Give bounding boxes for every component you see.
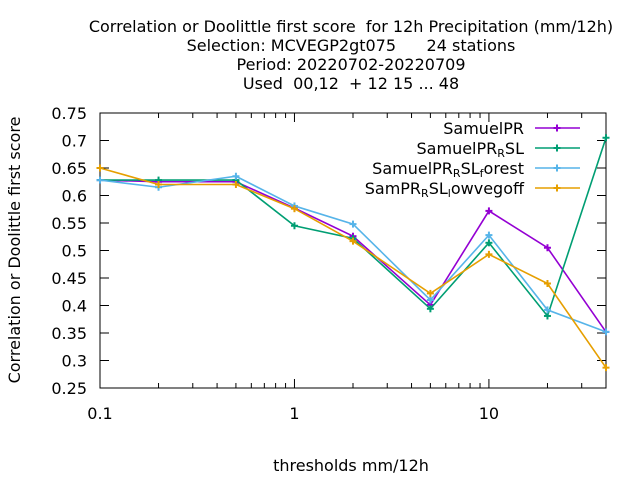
legend-label-text: SL <box>461 159 480 178</box>
legend-label: SamPRRSLlowvegoff <box>365 179 525 200</box>
legend-label-subscript: R <box>453 167 461 180</box>
y-tick-label: 0.25 <box>51 379 87 398</box>
legend-label-text: SL <box>505 139 524 158</box>
series-1 <box>96 176 610 336</box>
legend-label: SamuelPR <box>443 119 524 138</box>
legend-label-text: SamPR <box>365 179 421 198</box>
series-line <box>99 179 607 333</box>
y-tick-label: 0.45 <box>51 269 87 288</box>
y-tick-label: 0.5 <box>62 242 87 261</box>
chart-title: Correlation or Doolittle first score for… <box>89 17 613 93</box>
legend-label: SamuelPRRSL <box>417 139 525 160</box>
y-tick-label: 0.4 <box>62 297 87 316</box>
legend-label-subscript: f <box>480 167 485 180</box>
legend-label-text: SamuelPR <box>372 159 453 178</box>
y-tick-label: 0.7 <box>62 132 87 151</box>
y-tick-label: 0.55 <box>51 214 87 233</box>
chart-title-line: Selection: MCVEGP2gt075 24 stations <box>187 36 516 55</box>
y-tick-label: 0.35 <box>51 324 87 343</box>
x-tick-label: 1 <box>289 404 299 423</box>
chart-title-line: Period: 20220702-20220709 <box>236 55 465 74</box>
legend-label-text: owvegoff <box>451 179 525 198</box>
data-series <box>96 134 610 372</box>
chart-title-line: Correlation or Doolittle first score for… <box>89 17 613 36</box>
legend-label-subscript: R <box>497 147 505 160</box>
legend-label-subscript: R <box>421 187 429 200</box>
legend-label-text: SamuelPR <box>417 139 498 158</box>
axis-ticks: 0.25 0.3 0.35 0.4 0.45 0.5 0.55 0.6 0.65 0.7 0.75 0… <box>51 104 607 423</box>
plot-frame <box>99 112 607 389</box>
legend-label: SamuelPRRSLforest <box>372 159 524 180</box>
legend-label-text: SamuelPR <box>443 119 524 138</box>
legend-label-text: SL <box>429 179 448 198</box>
y-tick-label: 0.3 <box>62 352 87 371</box>
legend: SamuelPRSamuelPRRSLSamuelPRRSLforestSamP… <box>365 119 580 200</box>
x-tick-label: 0.1 <box>87 404 112 423</box>
legend-label-subscript: l <box>448 187 451 200</box>
series-line <box>99 167 607 369</box>
series-3 <box>96 172 610 336</box>
series-line <box>99 175 607 333</box>
x-axis-label: thresholds mm/12h <box>273 456 429 475</box>
y-tick-label: 0.6 <box>62 187 87 206</box>
y-tick-label: 0.65 <box>51 159 87 178</box>
series-4 <box>96 164 610 372</box>
legend-label-text: orest <box>484 159 524 178</box>
chart-title-line: Used 00,12 + 12 15 ... 48 <box>243 74 459 93</box>
y-tick-label: 0.75 <box>51 104 87 123</box>
x-tick-label: 10 <box>479 404 499 423</box>
y-axis-label: Correlation or Doolittle first score <box>5 117 24 384</box>
